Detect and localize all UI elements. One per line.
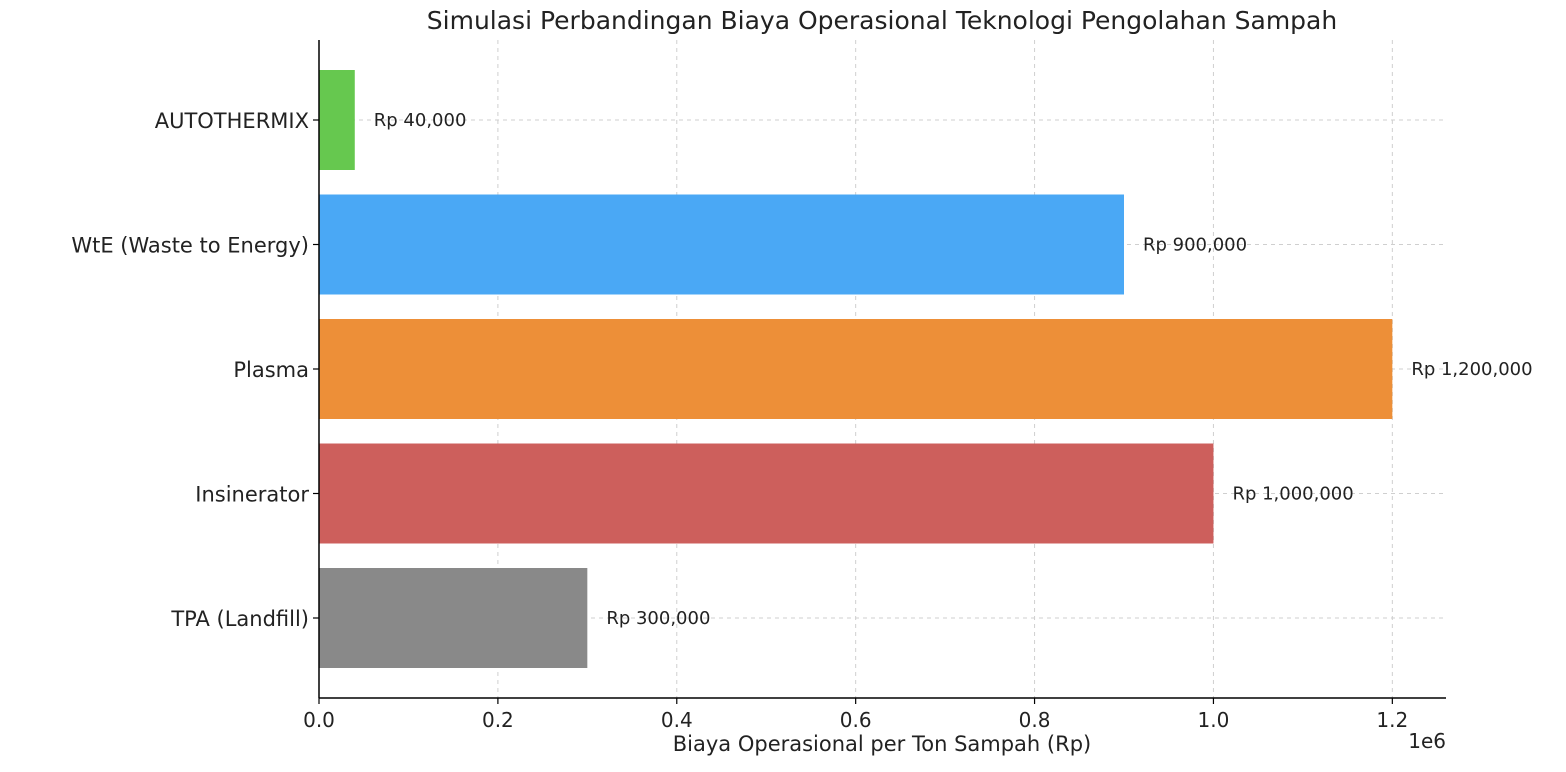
bar bbox=[319, 70, 355, 170]
bar-value-label: Rp 1,200,000 bbox=[1411, 359, 1532, 380]
x-ticks: 0.0 0.2 0.4 0.6 0.8 1.0 1.2 bbox=[303, 119, 1408, 732]
bar-value-label: Rp 300,000 bbox=[606, 608, 710, 629]
category-label: Insinerator bbox=[195, 483, 309, 507]
bar bbox=[319, 319, 1393, 419]
bars bbox=[319, 70, 1393, 668]
chart-title: Simulasi Perbandingan Biaya Operasional … bbox=[427, 6, 1337, 35]
x-tick-label: 0.2 bbox=[482, 708, 514, 732]
bar bbox=[319, 568, 588, 668]
category-label: TPA (Landfill) bbox=[170, 607, 309, 631]
x-tick-label: 0.8 bbox=[1019, 708, 1051, 732]
x-tick-label: 0.4 bbox=[661, 708, 693, 732]
bar-value-label: Rp 900,000 bbox=[1143, 235, 1247, 256]
category-labels: AUTOTHERMIX WtE (Waste to Energy) Plasma In… bbox=[71, 109, 309, 631]
x-tick-label: 0.6 bbox=[840, 708, 872, 732]
x-tick-label: 1.2 bbox=[1376, 708, 1408, 732]
x-axis-label: Biaya Operasional per Ton Sampah (Rp) bbox=[673, 732, 1091, 756]
data-labels: Rp 40,000 Rp 900,000 Rp 1,200,000 Rp 1,000,… bbox=[374, 110, 1533, 629]
x-tick-label: 0.0 bbox=[303, 708, 335, 732]
category-label: WtE (Waste to Energy) bbox=[71, 234, 309, 258]
x-tick-label: 1.0 bbox=[1198, 708, 1230, 732]
bar-value-label: Rp 40,000 bbox=[374, 110, 467, 131]
category-label: AUTOTHERMIX bbox=[155, 109, 309, 133]
bar bbox=[319, 443, 1214, 544]
bar bbox=[319, 194, 1124, 295]
category-label: Plasma bbox=[233, 358, 309, 382]
x-axis-offset-text: 1e6 bbox=[1408, 729, 1446, 753]
bar-value-label: Rp 1,000,000 bbox=[1232, 484, 1353, 505]
